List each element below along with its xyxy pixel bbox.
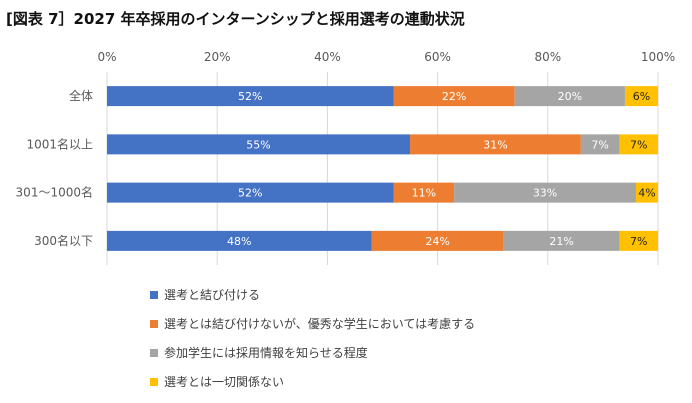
bar-segment-3-0 xyxy=(107,230,372,251)
bar-segment-0-0 xyxy=(107,86,394,107)
bar-segment-2-2 xyxy=(454,182,636,203)
tick-label-2: 40% xyxy=(314,50,341,64)
category-label-1: 1001名以上 xyxy=(26,136,93,151)
legend-label-3: 選考とは一切関係ない xyxy=(164,375,285,389)
bar-segment-0-2 xyxy=(514,86,625,107)
bar-segment-1-3 xyxy=(619,134,658,155)
data-label-1-0: 55% xyxy=(246,138,270,151)
bar-segment-3-2 xyxy=(503,230,620,251)
data-label-3-1: 24% xyxy=(425,235,449,248)
data-label-3-2: 21% xyxy=(549,235,573,248)
bar-segment-2-1 xyxy=(393,182,455,203)
tick-label-5: 100% xyxy=(641,50,675,64)
data-label-2-3: 4% xyxy=(638,187,655,200)
legend-item-2: 参加学生には採用情報を知らせる程度 xyxy=(150,345,475,360)
bar-segment-2-0 xyxy=(107,182,394,203)
legend-label-1: 選考とは結び付けないが、優秀な学生においては考慮する xyxy=(164,317,476,331)
bar-segment-1-1 xyxy=(410,134,581,155)
legend-label-0: 選考と結び付ける xyxy=(164,288,261,302)
bar-segment-0-3 xyxy=(624,86,658,107)
data-label-1-3: 7% xyxy=(630,138,647,151)
chart-title: [図表 7］2027 年卒採用のインターンシップと採用選考の連動状況 xyxy=(6,10,465,28)
data-label-2-2: 33% xyxy=(533,187,557,200)
legend-item-3: 選考とは一切関係ない xyxy=(150,374,475,389)
legend-swatch-3 xyxy=(150,377,158,386)
bar-segment-2-3 xyxy=(635,182,658,203)
data-label-0-1: 22% xyxy=(442,90,466,103)
category-label-3: 300名以下 xyxy=(34,233,93,248)
legend-swatch-1 xyxy=(150,319,158,328)
bar-segment-1-2 xyxy=(580,134,620,155)
legend-swatch-0 xyxy=(150,290,158,299)
legend-swatch-2 xyxy=(150,348,158,357)
data-label-3-0: 48% xyxy=(227,235,251,248)
legend-item-0: 選考と結び付ける xyxy=(150,287,475,302)
data-label-2-1: 11% xyxy=(412,187,436,200)
data-label-2-0: 52% xyxy=(238,187,262,200)
y-axis-category-labels: 全体 1001名以上 301〜1000名 300名以下 xyxy=(16,88,93,248)
data-label-0-0: 52% xyxy=(238,90,262,103)
legend: 選考と結び付ける 選考とは結び付けないが、優秀な学生においては考慮する 参加学生… xyxy=(150,287,475,403)
tick-label-3: 60% xyxy=(424,50,451,64)
data-label-0-2: 20% xyxy=(558,90,582,103)
bar-segments xyxy=(107,86,658,251)
legend-item-1: 選考とは結び付けないが、優秀な学生においては考慮する xyxy=(150,316,475,331)
data-labels: 52% 22% 20% 6% 55% 31% 7% 7% 52% 11% 33% 4% 48% 24% 21… xyxy=(227,90,656,248)
tick-label-0: 0% xyxy=(97,50,116,64)
category-label-2: 301〜1000名 xyxy=(16,185,93,200)
tick-label-4: 80% xyxy=(534,50,561,64)
x-axis-tick-labels: 0% 20% 40% 60% 80% 100% xyxy=(97,50,675,64)
bar-segment-3-1 xyxy=(371,230,504,251)
bar-segment-3-3 xyxy=(619,230,658,251)
data-label-1-1: 31% xyxy=(483,138,507,151)
bar-segment-0-1 xyxy=(393,86,515,107)
bar-segment-1-0 xyxy=(107,134,411,155)
data-label-1-2: 7% xyxy=(591,138,608,151)
data-label-0-3: 6% xyxy=(633,90,650,103)
tick-label-1: 20% xyxy=(204,50,231,64)
category-label-0: 全体 xyxy=(69,88,93,103)
legend-label-2: 参加学生には採用情報を知らせる程度 xyxy=(164,346,368,360)
data-label-3-3: 7% xyxy=(630,235,647,248)
